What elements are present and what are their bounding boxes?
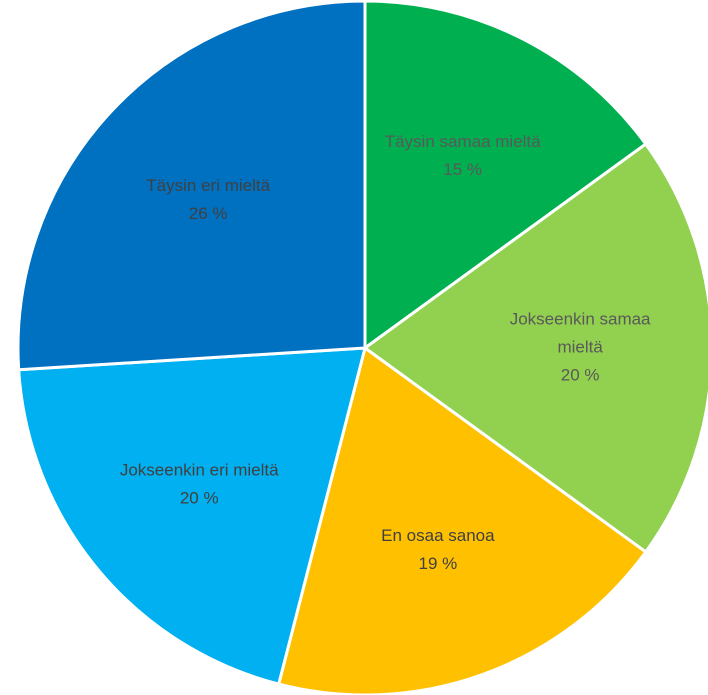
pie-slice-2 <box>277 346 648 695</box>
slice-label-1: Jokseenkin samaa mieltä 20 % <box>510 309 651 384</box>
pie-labels: Täysin samaa mieltä 15 % Jokseenkin samaa m… <box>120 132 651 573</box>
pie-slice-3 <box>17 346 367 686</box>
slice-category-4: Täysin eri mieltä <box>146 176 270 195</box>
slice-value-1: 20 % <box>561 365 600 384</box>
slice-category-3: Jokseenkin eri mieltä <box>120 461 279 480</box>
slice-label-2: En osaa sanoa 19 % <box>381 526 495 573</box>
slice-category-0: Täysin samaa mieltä <box>385 132 541 151</box>
slice-category-2: En osaa sanoa <box>381 526 495 545</box>
slice-value-0: 15 % <box>443 160 482 179</box>
slice-label-0: Täysin samaa mieltä 15 % <box>385 132 541 179</box>
pie-slice-1 <box>363 142 708 554</box>
pie-slice-0 <box>363 0 648 350</box>
slice-value-4: 26 % <box>189 204 228 223</box>
pie-slice-4 <box>16 0 367 372</box>
slice-label-3: Jokseenkin eri mieltä 20 % <box>120 461 279 508</box>
pie-slices <box>16 0 708 695</box>
slice-category-1: Jokseenkin samaa <box>510 309 651 328</box>
slice-label-4: Täysin eri mieltä 26 % <box>146 176 270 223</box>
slice-category-1: mieltä <box>557 337 603 356</box>
slice-value-2: 19 % <box>419 554 458 573</box>
slice-value-3: 20 % <box>180 489 219 508</box>
